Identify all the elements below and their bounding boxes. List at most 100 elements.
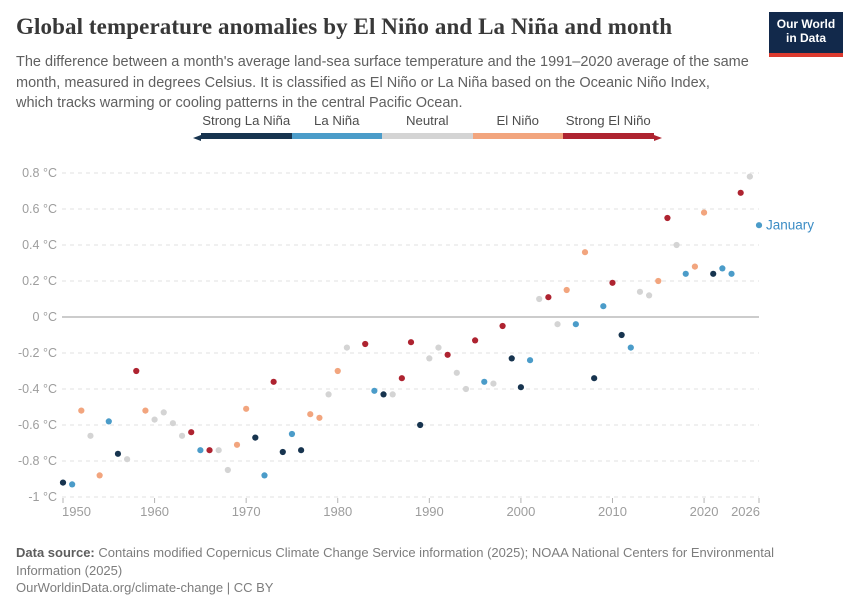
data-point[interactable]: [664, 214, 671, 222]
legend-item-strong-la-nina[interactable]: Strong La Niña: [201, 113, 292, 141]
data-point[interactable]: [536, 295, 543, 303]
data-point[interactable]: [270, 378, 277, 385]
data-point[interactable]: [435, 344, 442, 351]
data-point[interactable]: [517, 384, 525, 391]
data-point[interactable]: [755, 222, 763, 229]
x-axis-tick-label: 1980: [323, 504, 352, 519]
enso-category-legend: Strong La Niña La Niña Neutral El Niño Stron…: [193, 113, 662, 141]
owid-logo[interactable]: Our World in Data: [769, 12, 843, 57]
data-point[interactable]: [261, 472, 268, 479]
data-point[interactable]: [545, 294, 552, 301]
data-point[interactable]: [151, 416, 158, 423]
data-point[interactable]: [673, 241, 680, 249]
data-point[interactable]: [417, 421, 424, 429]
legend-color-bar: [382, 133, 473, 139]
legend-item-el-nino[interactable]: El Niño: [472, 113, 563, 141]
data-point[interactable]: [609, 279, 616, 286]
data-point[interactable]: [252, 434, 259, 441]
data-point[interactable]: [325, 391, 332, 398]
data-point[interactable]: [142, 407, 149, 414]
data-point[interactable]: [719, 265, 726, 272]
legend-item-strong-el-nino[interactable]: Strong El Niño: [563, 113, 654, 141]
data-point[interactable]: [490, 380, 497, 387]
data-point[interactable]: [69, 481, 76, 488]
data-point[interactable]: [572, 321, 579, 328]
data-point[interactable]: [389, 391, 396, 398]
data-point[interactable]: [197, 447, 204, 454]
data-point[interactable]: [618, 331, 625, 339]
data-point[interactable]: [526, 357, 534, 364]
data-point[interactable]: [444, 351, 451, 358]
y-axis-tick-label: -0.2 °C: [18, 346, 57, 360]
legend-item-la-nina[interactable]: La Niña: [291, 113, 382, 141]
data-point[interactable]: [215, 447, 222, 454]
data-point[interactable]: [288, 430, 296, 438]
data-point[interactable]: [691, 263, 699, 270]
data-point[interactable]: [636, 288, 644, 295]
data-point[interactable]: [398, 375, 405, 382]
data-point[interactable]: [316, 414, 323, 421]
data-point[interactable]: [105, 418, 112, 425]
data-point[interactable]: [362, 340, 369, 348]
y-axis-tick-label: 0.6 °C: [22, 202, 57, 216]
data-point[interactable]: [243, 405, 250, 412]
data-point[interactable]: [307, 411, 314, 418]
data-point[interactable]: [453, 369, 460, 376]
data-point[interactable]: [554, 321, 561, 328]
data-point[interactable]: [78, 407, 85, 414]
data-point[interactable]: [655, 277, 662, 285]
data-point[interactable]: [380, 391, 387, 398]
x-axis-tick-label: 2020: [690, 504, 719, 519]
data-point[interactable]: [188, 429, 195, 436]
legend-label: La Niña: [314, 113, 360, 128]
data-point[interactable]: [343, 344, 350, 351]
data-point[interactable]: [563, 286, 570, 294]
data-point[interactable]: [508, 355, 515, 362]
data-point[interactable]: [591, 375, 598, 382]
data-point[interactable]: [499, 322, 506, 330]
legend-color-bar: [472, 133, 563, 139]
data-point[interactable]: [124, 456, 131, 463]
data-point[interactable]: [728, 270, 735, 277]
data-point[interactable]: [682, 270, 689, 277]
data-point[interactable]: [169, 420, 176, 427]
data-point[interactable]: [407, 339, 415, 346]
data-point[interactable]: [114, 450, 122, 457]
data-point[interactable]: [700, 209, 708, 216]
legend-label: Neutral: [405, 113, 449, 128]
scatter-plot: 0.8 °C 0.6 °C 0.4 °C 0.2 °C 0 °C -0.2 °C -0.4 …: [18, 166, 814, 519]
data-point[interactable]: [334, 367, 341, 375]
data-point[interactable]: [737, 189, 744, 196]
data-point[interactable]: [279, 448, 286, 456]
legend-color-bar: [563, 133, 654, 139]
footer-attribution[interactable]: OurWorldinData.org/climate-change | CC B…: [16, 580, 274, 595]
data-point[interactable]: [646, 292, 653, 299]
data-point[interactable]: [206, 447, 213, 454]
data-point[interactable]: [627, 344, 634, 351]
data-point[interactable]: [96, 472, 103, 479]
data-point[interactable]: [481, 378, 488, 385]
legend-label: Strong El Niño: [565, 113, 651, 128]
x-axis-tick-label: 2000: [506, 504, 535, 519]
data-point[interactable]: [371, 387, 378, 394]
data-point[interactable]: [87, 432, 94, 439]
data-point[interactable]: [462, 385, 470, 393]
x-axis-tick-label: 1960: [140, 504, 169, 519]
data-point[interactable]: [710, 270, 717, 277]
data-point[interactable]: [581, 249, 589, 256]
data-point[interactable]: [59, 479, 67, 486]
data-point[interactable]: [600, 303, 607, 310]
x-axis-tick-label: 2026: [731, 504, 760, 519]
data-point[interactable]: [472, 337, 479, 344]
data-point[interactable]: [224, 466, 231, 474]
data-point[interactable]: [160, 409, 167, 416]
legend-item-neutral[interactable]: Neutral: [382, 113, 473, 141]
data-point[interactable]: [133, 367, 140, 375]
data-point[interactable]: [178, 432, 186, 439]
data-point[interactable]: [426, 355, 433, 362]
data-point[interactable]: [233, 441, 241, 448]
data-point[interactable]: [298, 447, 305, 454]
y-axis-tick-label: -0.6 °C: [18, 418, 57, 432]
data-point[interactable]: [746, 173, 753, 180]
y-axis-tick-label: 0.4 °C: [22, 238, 57, 252]
